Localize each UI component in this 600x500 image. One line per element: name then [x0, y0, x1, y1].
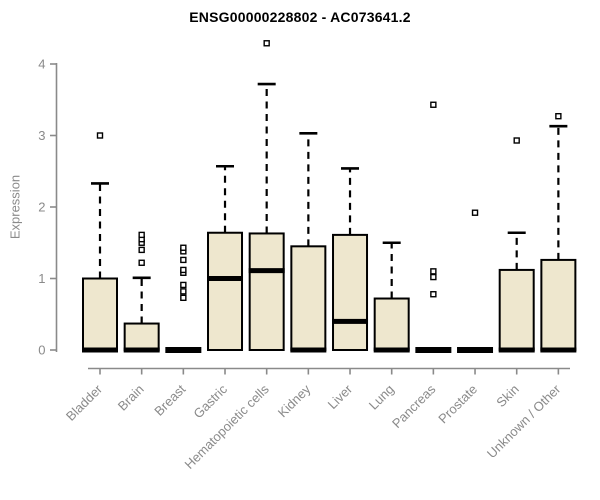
outlier-point	[430, 291, 437, 298]
outlier-point	[180, 256, 187, 264]
flat-box-breast	[165, 347, 202, 353]
median-line	[248, 268, 285, 274]
x-category-label: Skin	[493, 382, 521, 410]
outlier-point	[430, 273, 437, 281]
outlier-point	[471, 209, 479, 216]
outlier-point	[430, 268, 437, 275]
y-tick-label: 1	[38, 271, 45, 286]
outlier-point	[180, 294, 187, 302]
x-category-label: Gastric	[190, 381, 230, 421]
outlier-point	[555, 112, 562, 120]
outlier-point	[138, 259, 145, 266]
x-category-label: Unknown / Other	[484, 381, 564, 461]
y-tick-label: 2	[38, 200, 45, 215]
flat-box-pancreas	[415, 347, 452, 353]
outlier-point	[180, 288, 187, 295]
outlier-point	[180, 266, 187, 274]
outlier-point	[138, 231, 145, 239]
median-line	[290, 347, 327, 353]
box-bladder	[82, 277, 118, 351]
box-unknown-other	[540, 258, 577, 351]
x-category-label: Pancreas	[389, 381, 439, 431]
outlier-point	[180, 244, 187, 251]
median-line	[540, 347, 577, 353]
median-line	[123, 347, 160, 353]
median-line	[332, 318, 369, 324]
x-category-label: Breast	[151, 381, 188, 418]
x-category-label: Brain	[115, 382, 147, 414]
x-category-label: Bladder	[63, 381, 106, 424]
outlier-point	[263, 40, 270, 47]
y-tick-label: 3	[38, 128, 45, 143]
box-kidney	[290, 245, 327, 351]
chart-title: ENSG00000228802 - AC073641.2	[189, 9, 411, 25]
x-category-label: Lung	[366, 382, 397, 413]
outlier-point	[96, 132, 104, 139]
box-gastric	[207, 231, 244, 352]
median-line	[207, 276, 244, 281]
box-hematopoietic-cells	[248, 232, 285, 351]
x-category-label: Liver	[325, 381, 356, 412]
outlier-point	[430, 101, 437, 108]
box-brain	[123, 322, 160, 352]
outlier-point	[513, 137, 520, 144]
outlier-point	[138, 246, 145, 254]
x-category-label: Prostate	[435, 382, 480, 427]
box-skin	[498, 268, 535, 352]
flat-box-prostate	[457, 347, 494, 353]
y-tick-label: 4	[38, 57, 45, 72]
median-line	[498, 347, 535, 353]
outlier-point	[180, 281, 187, 289]
median-line	[373, 347, 410, 353]
x-category-label: Kidney	[275, 381, 314, 420]
box-lung	[373, 297, 410, 351]
box-liver	[332, 233, 369, 351]
y-tick-label: 0	[38, 343, 45, 358]
median-line	[82, 347, 118, 353]
